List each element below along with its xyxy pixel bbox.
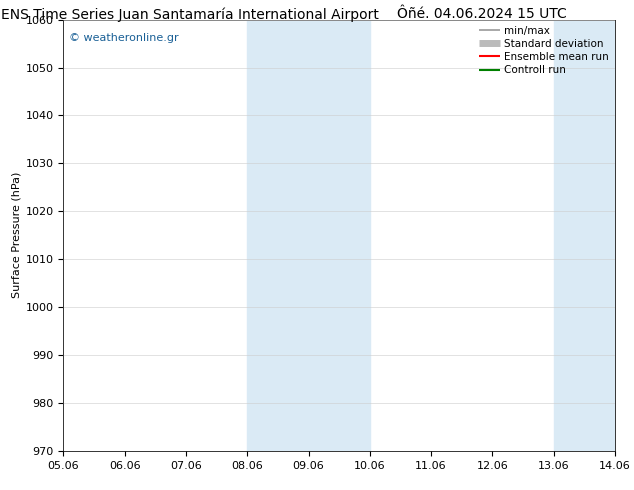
Bar [553, 20, 615, 451]
Bar [247, 20, 370, 451]
Text: ENS Time Series Juan Santamaría International Airport: ENS Time Series Juan Santamaría Internat… [1, 7, 379, 22]
Legend: min/max, Standard deviation, Ensemble mean run, Controll run: min/max, Standard deviation, Ensemble me… [475, 22, 613, 79]
Text: Ôñé. 04.06.2024 15 UTC: Ôñé. 04.06.2024 15 UTC [397, 7, 567, 22]
Text: © weatheronline.gr: © weatheronline.gr [69, 32, 179, 43]
Y-axis label: Surface Pressure (hPa): Surface Pressure (hPa) [11, 172, 22, 298]
